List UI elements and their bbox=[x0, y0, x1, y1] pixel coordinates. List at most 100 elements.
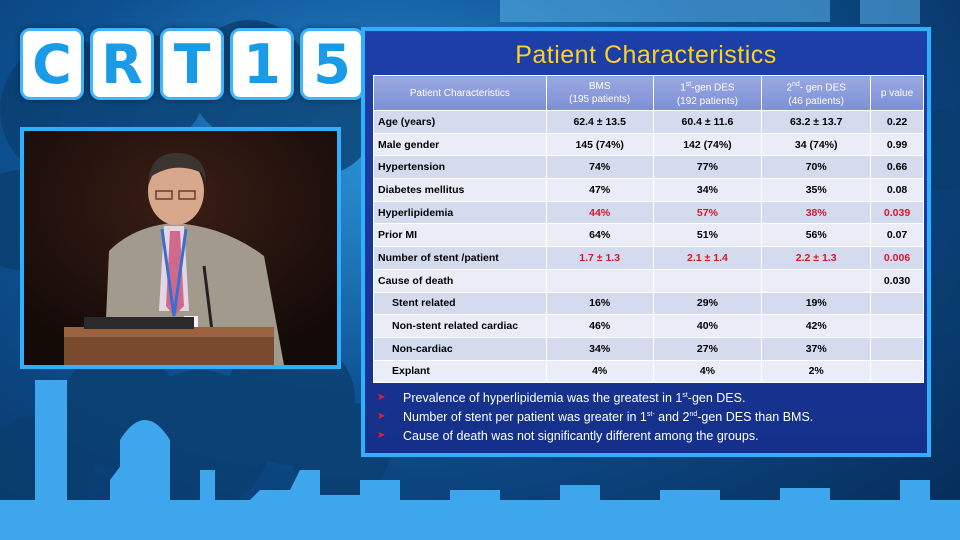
cell-2nd-des: 70% bbox=[761, 155, 872, 180]
cell-2nd-des: 63.2 ± 13.7 bbox=[761, 110, 872, 134]
row-label: Hypertension bbox=[373, 155, 547, 180]
header-characteristics: Patient Characteristics bbox=[373, 75, 547, 111]
cell-p-value bbox=[870, 314, 924, 338]
cell-p-value: 0.66 bbox=[870, 155, 924, 180]
cell-1st-des: 60.4 ± 11.6 bbox=[652, 110, 763, 134]
cell-bms: 62.4 ± 13.5 bbox=[545, 110, 654, 134]
cell-2nd-des: 34 (74%) bbox=[761, 132, 872, 157]
row-label: Hyperlipidemia bbox=[373, 200, 547, 225]
cell-2nd-des: 37% bbox=[761, 336, 872, 361]
header-1st-pre: 1 bbox=[680, 82, 686, 94]
cell-2nd-des: 35% bbox=[761, 178, 872, 202]
cell-bms: 47% bbox=[545, 178, 654, 202]
bullet-text: Prevalence of hyperlipidemia was the gre… bbox=[403, 391, 745, 405]
table-row: Non-cardiac 34% 27% 37% bbox=[373, 336, 924, 361]
bullet-sup: st bbox=[682, 391, 688, 399]
bullet-item: ➤ Prevalence of hyperlipidemia was the g… bbox=[377, 388, 813, 407]
cell-2nd-des: 2.2 ± 1.3 bbox=[761, 246, 872, 270]
row-label: Non-stent related cardiac bbox=[373, 314, 547, 338]
row-label: Cause of death bbox=[373, 268, 547, 293]
cell-bms: 34% bbox=[545, 336, 654, 361]
header-2nd-count: (46 patients) bbox=[788, 95, 844, 107]
cell-p-value bbox=[870, 359, 924, 384]
header-1st-gen-des: 1st-gen DES (192 patients) bbox=[652, 75, 763, 111]
cell-2nd-des: 42% bbox=[761, 314, 872, 338]
table-row: Explant 4% 4% 2% bbox=[373, 359, 924, 384]
logo-letter: 1 bbox=[230, 28, 294, 100]
bullet-text-part: and 2 bbox=[654, 409, 690, 424]
row-label: Explant bbox=[373, 359, 547, 384]
bullet-sup: st- bbox=[646, 410, 655, 418]
logo-letter: C bbox=[20, 28, 84, 100]
cell-p-value: 0.99 bbox=[870, 132, 924, 157]
bullet-text-part: Prevalence of hyperlipidemia was the gre… bbox=[403, 390, 683, 405]
arrow-bullet-icon: ➤ bbox=[377, 430, 386, 441]
cell-p-value: 0.039 bbox=[870, 200, 924, 225]
bullet-text-part: Number of stent per patient was greater … bbox=[403, 409, 647, 424]
speaker-image bbox=[24, 131, 337, 365]
table-row: Age (years) 62.4 ± 13.5 60.4 ± 11.6 63.2… bbox=[373, 110, 924, 134]
cell-2nd-des: 2% bbox=[761, 359, 872, 384]
cell-bms: 145 (74%) bbox=[545, 132, 654, 157]
cell-1st-des: 57% bbox=[652, 200, 763, 225]
cell-p-value: 0.07 bbox=[870, 223, 924, 248]
cell-bms: 44% bbox=[545, 200, 654, 225]
header-p-value: p value bbox=[870, 75, 924, 111]
bullet-item: ➤ Cause of death was not significantly d… bbox=[377, 426, 813, 445]
bullet-text-part: -gen DES. bbox=[687, 390, 746, 405]
cell-1st-des: 2.1 ± 1.4 bbox=[652, 246, 763, 270]
arrow-bullet-icon: ➤ bbox=[377, 411, 386, 422]
presentation-slide: Patient Characteristics Patient Characte… bbox=[361, 27, 931, 457]
table-row: Cause of death 0.030 bbox=[373, 268, 924, 293]
header-bms: BMS (195 patients) bbox=[545, 75, 654, 111]
row-label: Diabetes mellitus bbox=[373, 178, 547, 202]
row-label: Male gender bbox=[373, 132, 547, 157]
header-2nd-post: - gen DES bbox=[799, 82, 846, 94]
bullet-sup: nd bbox=[689, 410, 698, 418]
logo-letter: R bbox=[90, 28, 154, 100]
slide-title: Patient Characteristics bbox=[515, 41, 777, 69]
table-row: Number of stent /patient 1.7 ± 1.3 2.1 ±… bbox=[373, 246, 924, 270]
cell-2nd-des bbox=[761, 268, 872, 293]
row-label: Age (years) bbox=[373, 110, 547, 134]
bullet-text: Number of stent per patient was greater … bbox=[403, 410, 813, 424]
table-row: Diabetes mellitus 47% 34% 35% 0.08 bbox=[373, 178, 924, 202]
logo-letter: 5 bbox=[300, 28, 364, 100]
header-1st-count: (192 patients) bbox=[676, 95, 738, 107]
cell-bms: 46% bbox=[545, 314, 654, 338]
speaker-video bbox=[20, 127, 341, 369]
row-label: Non-cardiac bbox=[373, 336, 547, 361]
cell-p-value: 0.030 bbox=[870, 268, 924, 293]
cell-bms: 16% bbox=[545, 291, 654, 316]
cell-p-value: 0.22 bbox=[870, 110, 924, 134]
bullet-item: ➤ Number of stent per patient was greate… bbox=[377, 407, 813, 426]
arrow-bullet-icon: ➤ bbox=[377, 392, 386, 403]
cell-p-value bbox=[870, 291, 924, 316]
header-1st-sup: st bbox=[685, 81, 692, 89]
cell-bms: 4% bbox=[545, 359, 654, 384]
cell-1st-des: 27% bbox=[652, 336, 763, 361]
row-label: Stent related bbox=[373, 291, 547, 316]
header-2nd-sup: nd bbox=[792, 81, 800, 89]
cell-2nd-des: 38% bbox=[761, 200, 872, 225]
cell-bms: 74% bbox=[545, 155, 654, 180]
cell-1st-des: 51% bbox=[652, 223, 763, 248]
header-bms-name: BMS bbox=[588, 81, 611, 92]
row-label: Number of stent /patient bbox=[373, 246, 547, 270]
cell-2nd-des: 56% bbox=[761, 223, 872, 248]
cell-1st-des: 77% bbox=[652, 155, 763, 180]
table-header-row: Patient Characteristics BMS (195 patient… bbox=[373, 75, 924, 111]
cell-p-value bbox=[870, 336, 924, 361]
bullet-text: Cause of death was not significantly dif… bbox=[403, 428, 759, 443]
patient-characteristics-table: Patient Characteristics BMS (195 patient… bbox=[373, 75, 924, 384]
cell-1st-des: 40% bbox=[652, 314, 763, 338]
cell-1st-des bbox=[652, 268, 763, 293]
table-row: Hypertension 74% 77% 70% 0.66 bbox=[373, 155, 924, 180]
cell-p-value: 0.08 bbox=[870, 178, 924, 202]
logo-letter: T bbox=[160, 28, 224, 100]
cell-2nd-des: 19% bbox=[761, 291, 872, 316]
cell-1st-des: 34% bbox=[652, 178, 763, 202]
cell-1st-des: 142 (74%) bbox=[652, 132, 763, 157]
header-2nd-gen-des: 2nd- gen DES (46 patients) bbox=[761, 75, 872, 111]
cell-1st-des: 29% bbox=[652, 291, 763, 316]
